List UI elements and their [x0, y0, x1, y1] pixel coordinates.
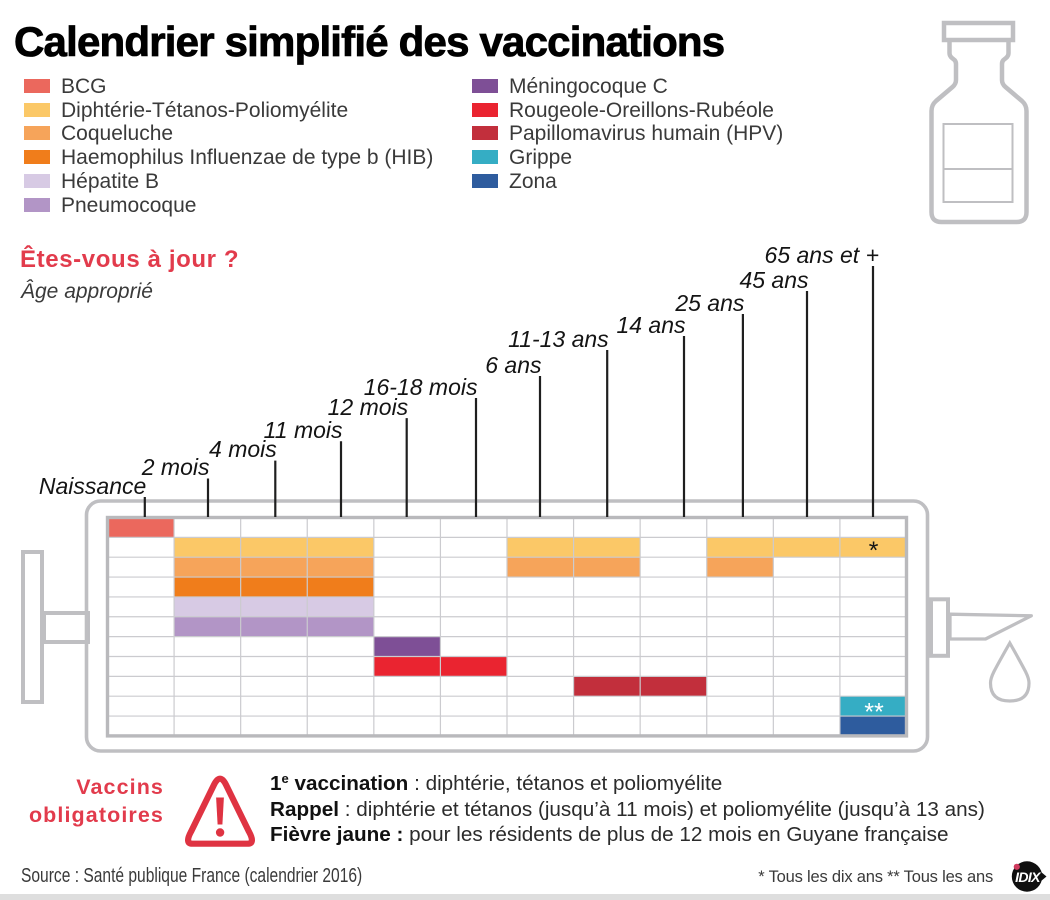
svg-text:**: **	[863, 699, 884, 727]
svg-text:*: *	[868, 537, 879, 565]
svg-text:IDIX: IDIX	[1015, 869, 1042, 885]
